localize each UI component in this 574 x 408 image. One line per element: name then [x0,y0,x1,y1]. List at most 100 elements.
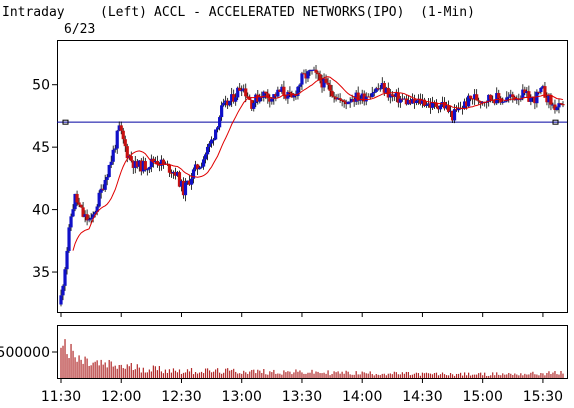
price-tick-label: 40 [32,203,50,219]
candle-body [73,193,77,210]
candle-body [525,91,529,94]
candle-body [205,146,210,155]
candle-body [171,171,176,174]
candle-body [101,188,105,190]
candle-body [256,94,260,102]
candle-body [356,92,360,101]
candle-body [141,161,145,172]
candle-body [123,139,127,147]
candle-body [157,164,161,166]
candle-body [177,172,182,187]
candle-body [487,94,491,102]
candle-body [406,100,410,105]
candle-body [61,285,65,296]
axis-side-label: (Left) [100,5,147,20]
candle-body [189,178,194,185]
candle-body [452,109,457,121]
candle-body [230,94,234,101]
candle-body [414,100,419,104]
candle-body [332,96,336,98]
candle-body [501,101,505,103]
candle-body [117,125,121,131]
candle-body [248,97,252,100]
candle-body [444,105,449,109]
candle-body [266,93,270,99]
candle-body [366,96,370,98]
candle-body [214,129,218,140]
candle-body [135,161,139,167]
mode-label: Intraday [2,5,65,20]
candle-body [191,169,196,179]
candle-body [93,212,97,215]
time-tick-label: 13:00 [222,389,262,405]
candle-body [115,130,119,149]
candle-body [438,105,443,110]
price-axis: 35 40 45 50 [32,78,57,281]
candle-body [67,227,71,251]
time-tick-label: 13:30 [282,389,322,405]
candle-body [212,139,216,141]
candle-body [380,83,384,89]
candle-body [145,169,149,171]
candle-body [181,180,186,196]
candle-body [394,92,398,97]
candle-body [314,69,318,73]
reference-line-group [57,119,567,125]
candle-body [511,94,515,98]
candle-body [242,88,246,91]
time-tick-label: 12:00 [101,389,141,405]
candle-body [304,73,308,79]
candle-body [244,88,248,97]
candle-body [274,94,278,97]
candle-body [226,100,230,106]
candle-body [481,101,485,104]
time-tick-label: 12:30 [161,389,201,405]
candle-body [99,188,103,193]
candle-body [167,164,172,173]
candle-body [228,100,232,106]
candle-body [523,89,527,94]
candle-body [197,167,202,170]
candle-body [465,101,469,107]
candle-body [218,117,222,128]
candle-body [234,97,238,102]
candle-body [258,96,262,102]
candle-body [372,91,376,94]
candle-body [376,88,380,90]
candle-body [75,193,79,203]
time-tick-label: 14:00 [342,389,382,405]
candle-body [224,100,228,103]
candle-body [85,214,89,221]
volume-tick-label: 500000 [0,345,50,361]
candle-body [222,102,226,106]
volume-series [60,339,564,378]
candle-body [509,94,513,97]
candle-body [442,101,447,109]
candle-body [326,82,330,85]
candle-body [147,167,151,170]
candle-body [308,69,312,72]
candle-body [125,146,129,159]
candle-body [505,97,509,102]
candle-body [169,172,174,174]
candle-body [310,69,314,71]
candle-body [280,86,284,92]
candle-body [107,165,111,178]
candle-body [426,103,431,105]
candle-body [173,171,178,176]
candlestick-series [59,65,565,307]
candle-body [374,88,378,92]
price-tick-label: 45 [32,140,50,156]
candle-body [139,160,143,172]
candle-body [129,156,133,161]
candle-body [89,217,93,220]
candle-body [296,86,300,96]
candle-body [121,130,125,140]
candle-body [334,97,338,100]
candle-body [105,177,109,180]
candle-body [111,149,115,162]
candle-body [77,202,81,205]
candle-body [199,166,204,168]
candle-body [456,107,461,111]
volume-panel-frame [57,325,568,379]
